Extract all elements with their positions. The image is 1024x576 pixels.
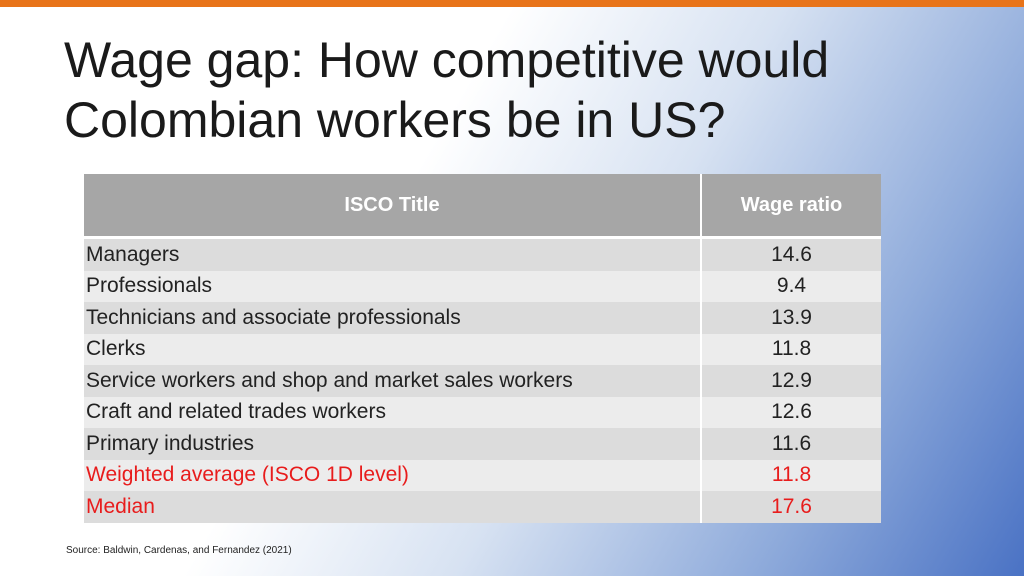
- table-row: Primary industries 11.6: [84, 428, 881, 460]
- row-title: Primary industries: [84, 428, 702, 460]
- row-ratio: 9.4: [701, 270, 881, 302]
- row-ratio: 12.6: [701, 396, 881, 428]
- slide-title-line-1: Wage gap: How competitive would: [64, 32, 830, 88]
- row-title: Service workers and shop and market sale…: [84, 365, 702, 397]
- table-row: Professionals 9.4: [84, 270, 881, 302]
- slide-title-line-2: Colombian workers be in US?: [64, 92, 726, 148]
- table-row: Craft and related trades workers 12.6: [84, 396, 881, 428]
- table-row: Service workers and shop and market sale…: [84, 365, 881, 397]
- table-row-weighted-average: Weighted average (ISCO 1D level) 11.8: [84, 459, 881, 491]
- table-row-median: Median 17.6: [84, 491, 881, 523]
- row-ratio: 11.8: [701, 459, 881, 491]
- top-accent-bar: [0, 0, 1024, 7]
- row-title: Craft and related trades workers: [84, 396, 702, 428]
- row-ratio: 14.6: [701, 237, 881, 271]
- row-title: Median: [84, 491, 702, 523]
- wage-ratio-table: ISCO Title Wage ratio Managers 14.6 Prof…: [84, 174, 881, 523]
- slide-title: Wage gap: How competitive would Colombia…: [64, 30, 964, 150]
- source-citation: Source: Baldwin, Cardenas, and Fernandez…: [66, 545, 292, 556]
- row-ratio: 11.6: [701, 428, 881, 460]
- table-row: Technicians and associate professionals …: [84, 302, 881, 334]
- row-ratio: 17.6: [701, 491, 881, 523]
- wage-ratio-table-container: ISCO Title Wage ratio Managers 14.6 Prof…: [84, 174, 881, 523]
- row-title: Professionals: [84, 270, 702, 302]
- table-header-row: ISCO Title Wage ratio: [84, 174, 881, 239]
- header-wage-ratio: Wage ratio: [701, 174, 881, 239]
- row-title: Technicians and associate professionals: [84, 302, 702, 334]
- row-title: Weighted average (ISCO 1D level): [84, 459, 702, 491]
- header-isco-title: ISCO Title: [84, 174, 702, 239]
- table-row: Clerks 11.8: [84, 333, 881, 365]
- table-row: Managers 14.6: [84, 237, 881, 271]
- row-ratio: 13.9: [701, 302, 881, 334]
- row-title: Managers: [84, 237, 702, 271]
- row-title: Clerks: [84, 333, 702, 365]
- row-ratio: 11.8: [701, 333, 881, 365]
- row-ratio: 12.9: [701, 365, 881, 397]
